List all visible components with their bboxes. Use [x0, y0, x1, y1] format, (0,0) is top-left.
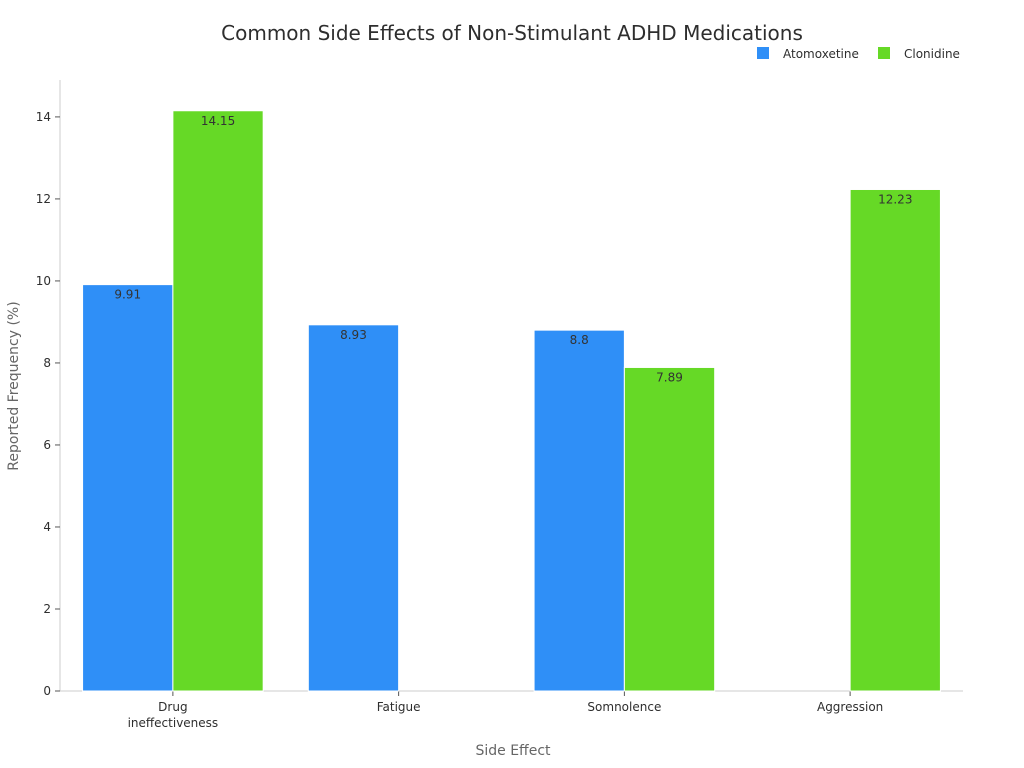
y-axis-title: Reported Frequency (%) — [6, 301, 22, 470]
bar-clonidine — [849, 188, 941, 692]
legend-swatch-clonidine — [878, 47, 890, 59]
bar-clonidine — [623, 366, 716, 692]
y-tick-label: 6 — [43, 438, 51, 452]
bars — [82, 110, 941, 692]
y-tick-label: 2 — [43, 602, 51, 616]
data-labels: 9.91 14.15 8.93 8.8 7.89 12.23 — [114, 114, 912, 385]
y-tick-label: 4 — [43, 520, 51, 534]
x-tick-label: Drug ineffectiveness — [128, 700, 219, 730]
y-tick-label: 14 — [36, 110, 51, 124]
data-label: 8.93 — [340, 328, 367, 342]
x-tick-label: Aggression — [817, 700, 883, 714]
legend: Atomoxetine Clonidine — [757, 47, 960, 61]
y-tick-label: 10 — [36, 274, 51, 288]
data-label: 12.23 — [878, 192, 912, 206]
y-tick-label: 8 — [43, 356, 51, 370]
chart-title: Common Side Effects of Non-Stimulant ADH… — [221, 21, 803, 45]
data-label: 14.15 — [201, 114, 235, 128]
bar-atomoxetine — [533, 329, 625, 692]
bar-atomoxetine — [82, 284, 174, 692]
y-tick-label: 12 — [36, 192, 51, 206]
data-label: 8.8 — [570, 333, 589, 347]
legend-swatch-atomoxetine — [757, 47, 769, 59]
bar-atomoxetine — [307, 324, 400, 692]
x-axis-title: Side Effect — [475, 743, 551, 759]
x-tick-label: Fatigue — [377, 700, 421, 714]
legend-label-atomoxetine: Atomoxetine — [783, 47, 859, 61]
bar-clonidine — [172, 110, 264, 692]
legend-label-clonidine: Clonidine — [904, 47, 960, 61]
data-label: 7.89 — [656, 370, 683, 384]
data-label: 9.91 — [114, 288, 141, 302]
y-tick-label: 0 — [43, 684, 51, 698]
x-tick-label: Somnolence — [587, 700, 661, 714]
